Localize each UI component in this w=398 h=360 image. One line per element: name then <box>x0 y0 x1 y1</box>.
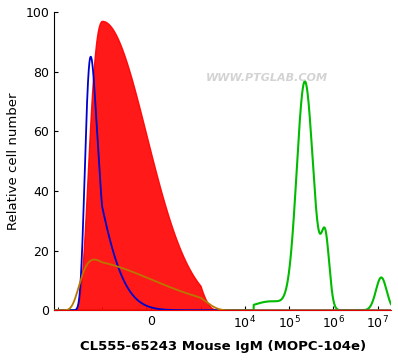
Y-axis label: Relative cell number: Relative cell number <box>7 93 20 230</box>
X-axis label: CL555-65243 Mouse IgM (MOPC-104e): CL555-65243 Mouse IgM (MOPC-104e) <box>80 340 366 353</box>
Text: WWW.PTGLAB.COM: WWW.PTGLAB.COM <box>205 73 328 82</box>
